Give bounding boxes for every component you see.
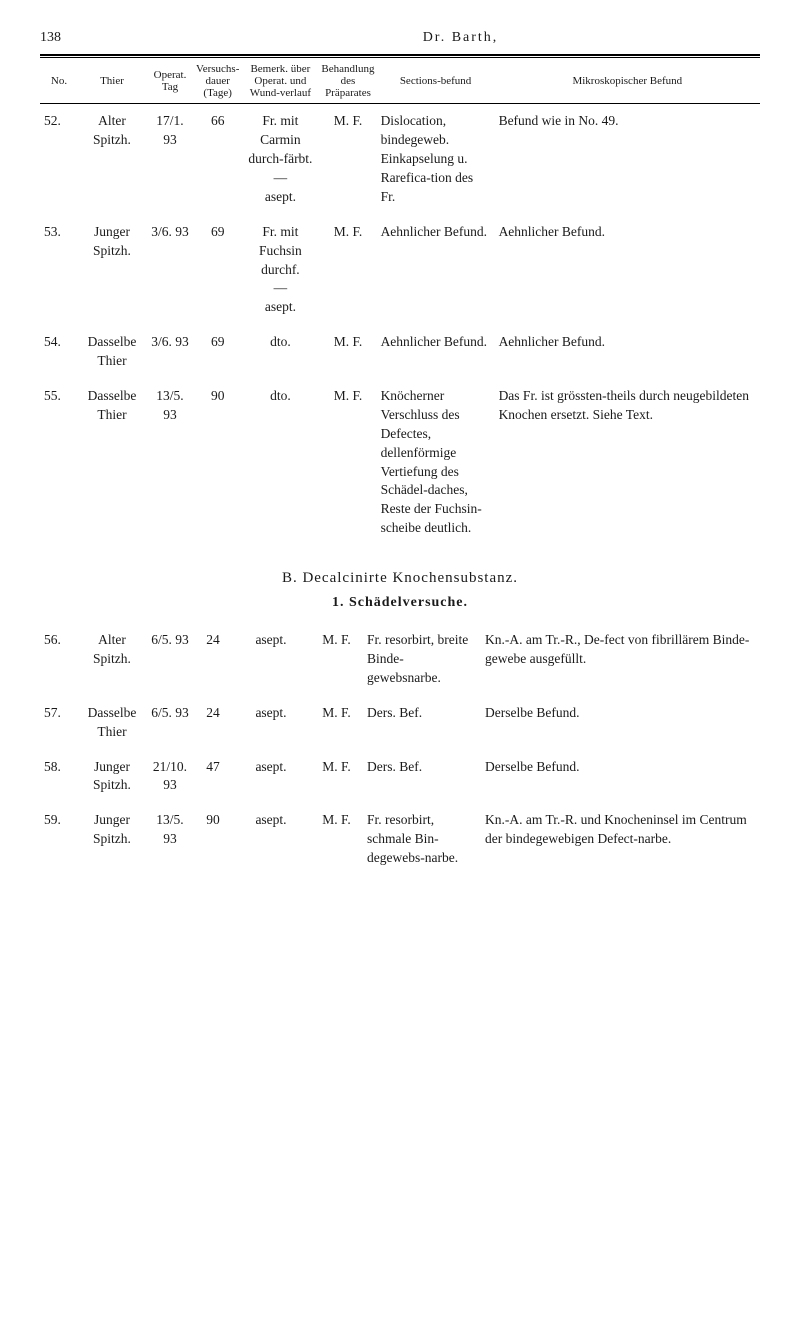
cell-behand: M. F. — [310, 750, 363, 804]
cell-sections: Dislocation, bindegeweb. Einkapselung u.… — [377, 104, 495, 215]
page-header: 138 Dr. Barth, — [40, 30, 760, 46]
cell-sections: Fr. resorbirt, breite Binde-gewebsnarbe. — [363, 623, 481, 696]
header-bemerk: Bemerk. über Operat. und Wund-verlauf — [241, 59, 319, 104]
cell-versuch: 24 — [194, 696, 232, 750]
cell-mikro: Kn.-A. am Tr.-R. und Knocheninsel im Cen… — [481, 803, 760, 876]
cell-thier: Dasselbe Thier — [78, 379, 146, 546]
table-row: 56.Alter Spitzh.6/5. 9324asept.M. F.Fr. … — [40, 623, 760, 696]
table-row: 57.Dasselbe Thier6/5. 9324asept.M. F.Der… — [40, 696, 760, 750]
cell-versuch: 66 — [194, 104, 241, 215]
cell-thier: Dasselbe Thier — [78, 696, 146, 750]
table-row: 58.Junger Spitzh.21/10. 9347asept.M. F.D… — [40, 750, 760, 804]
header-behand: Behandlung des Präparates — [319, 59, 376, 104]
cell-mikro: Aehnlicher Befund. — [495, 325, 760, 379]
cell-bemerk: asept. — [232, 750, 310, 804]
cell-bemerk: dto. — [241, 325, 319, 379]
page-author: Dr. Barth, — [61, 30, 760, 46]
cell-behand: M. F. — [310, 696, 363, 750]
cell-versuch: 69 — [194, 215, 241, 325]
cell-sections: Ders. Bef. — [363, 696, 481, 750]
cell-mikro: Derselbe Befund. — [481, 750, 760, 804]
cell-behand: M. F. — [319, 325, 376, 379]
cell-mikro: Aehnlicher Befund. — [495, 215, 760, 325]
header-versuch: Versuchs-dauer (Tage) — [194, 59, 241, 104]
cell-no: 56. — [40, 623, 78, 696]
table-row: 52.Alter Spitzh.17/1. 9366Fr. mit Carmin… — [40, 104, 760, 215]
cell-thier: Junger Spitzh. — [78, 803, 146, 876]
header-operat: Operat. Tag — [146, 59, 194, 104]
main-table: No. Thier Operat. Tag Versuchs-dauer (Ta… — [40, 59, 760, 546]
table-header-row: No. Thier Operat. Tag Versuchs-dauer (Ta… — [40, 59, 760, 104]
cell-no: 52. — [40, 104, 78, 215]
cell-operat: 13/5. 93 — [146, 379, 194, 546]
cell-thier: Alter Spitzh. — [78, 104, 146, 215]
cell-bemerk: dto. — [241, 379, 319, 546]
cell-no: 57. — [40, 696, 78, 750]
table-row: 54.Dasselbe Thier3/6. 9369dto.M. F.Aehnl… — [40, 325, 760, 379]
cell-behand: M. F. — [310, 623, 363, 696]
header-mikro: Mikroskopischer Befund — [495, 59, 760, 104]
cell-operat: 3/6. 93 — [146, 215, 194, 325]
section-b-heading: B. Decalcinirte Knochensubstanz. — [40, 570, 760, 587]
cell-versuch: 90 — [194, 803, 232, 876]
cell-no: 54. — [40, 325, 78, 379]
cell-thier: Junger Spitzh. — [78, 750, 146, 804]
cell-sections: Fr. resorbirt, schmale Bin-degewebs-narb… — [363, 803, 481, 876]
cell-versuch: 24 — [194, 623, 232, 696]
cell-operat: 17/1. 93 — [146, 104, 194, 215]
cell-thier: Alter Spitzh. — [78, 623, 146, 696]
cell-no: 53. — [40, 215, 78, 325]
cell-sections: Aehnlicher Befund. — [377, 325, 495, 379]
header-sections: Sections-befund — [377, 59, 495, 104]
cell-sections: Ders. Bef. — [363, 750, 481, 804]
page-number: 138 — [40, 30, 61, 46]
cell-bemerk: Fr. mit Carmin durch-färbt. — asept. — [241, 104, 319, 215]
cell-operat: 3/6. 93 — [146, 325, 194, 379]
cell-behand: M. F. — [310, 803, 363, 876]
sub-heading: 1. Schädelversuche. — [40, 595, 760, 611]
table-body-a: 52.Alter Spitzh.17/1. 9366Fr. mit Carmin… — [40, 104, 760, 546]
rule-thin — [40, 57, 760, 58]
cell-operat: 6/5. 93 — [146, 623, 194, 696]
cell-mikro: Derselbe Befund. — [481, 696, 760, 750]
cell-versuch: 69 — [194, 325, 241, 379]
cell-sections: Knöcherner Verschluss des Defectes, dell… — [377, 379, 495, 546]
cell-behand: M. F. — [319, 104, 376, 215]
table-b: 56.Alter Spitzh.6/5. 9324asept.M. F.Fr. … — [40, 623, 760, 876]
cell-thier: Dasselbe Thier — [78, 325, 146, 379]
table-body-b: 56.Alter Spitzh.6/5. 9324asept.M. F.Fr. … — [40, 623, 760, 876]
table-row: 59.Junger Spitzh.13/5. 9390asept.M. F.Fr… — [40, 803, 760, 876]
cell-no: 58. — [40, 750, 78, 804]
header-no: No. — [40, 59, 78, 104]
cell-no: 55. — [40, 379, 78, 546]
cell-mikro: Das Fr. ist grössten-theils durch neugeb… — [495, 379, 760, 546]
table-row: 53.Junger Spitzh.3/6. 9369Fr. mit Fuchsi… — [40, 215, 760, 325]
cell-versuch: 47 — [194, 750, 232, 804]
cell-versuch: 90 — [194, 379, 241, 546]
cell-mikro: Kn.-A. am Tr.-R., De-fect von fibrilläre… — [481, 623, 760, 696]
cell-bemerk: Fr. mit Fuchsin durchf. — asept. — [241, 215, 319, 325]
cell-bemerk: asept. — [232, 623, 310, 696]
header-thier: Thier — [78, 59, 146, 104]
cell-operat: 6/5. 93 — [146, 696, 194, 750]
cell-behand: M. F. — [319, 215, 376, 325]
cell-operat: 13/5. 93 — [146, 803, 194, 876]
cell-operat: 21/10. 93 — [146, 750, 194, 804]
table-row: 55.Dasselbe Thier13/5. 9390dto.M. F.Knöc… — [40, 379, 760, 546]
cell-bemerk: asept. — [232, 696, 310, 750]
cell-sections: Aehnlicher Befund. — [377, 215, 495, 325]
cell-behand: M. F. — [319, 379, 376, 546]
cell-mikro: Befund wie in No. 49. — [495, 104, 760, 215]
cell-no: 59. — [40, 803, 78, 876]
cell-thier: Junger Spitzh. — [78, 215, 146, 325]
rule-top — [40, 54, 760, 56]
cell-bemerk: asept. — [232, 803, 310, 876]
